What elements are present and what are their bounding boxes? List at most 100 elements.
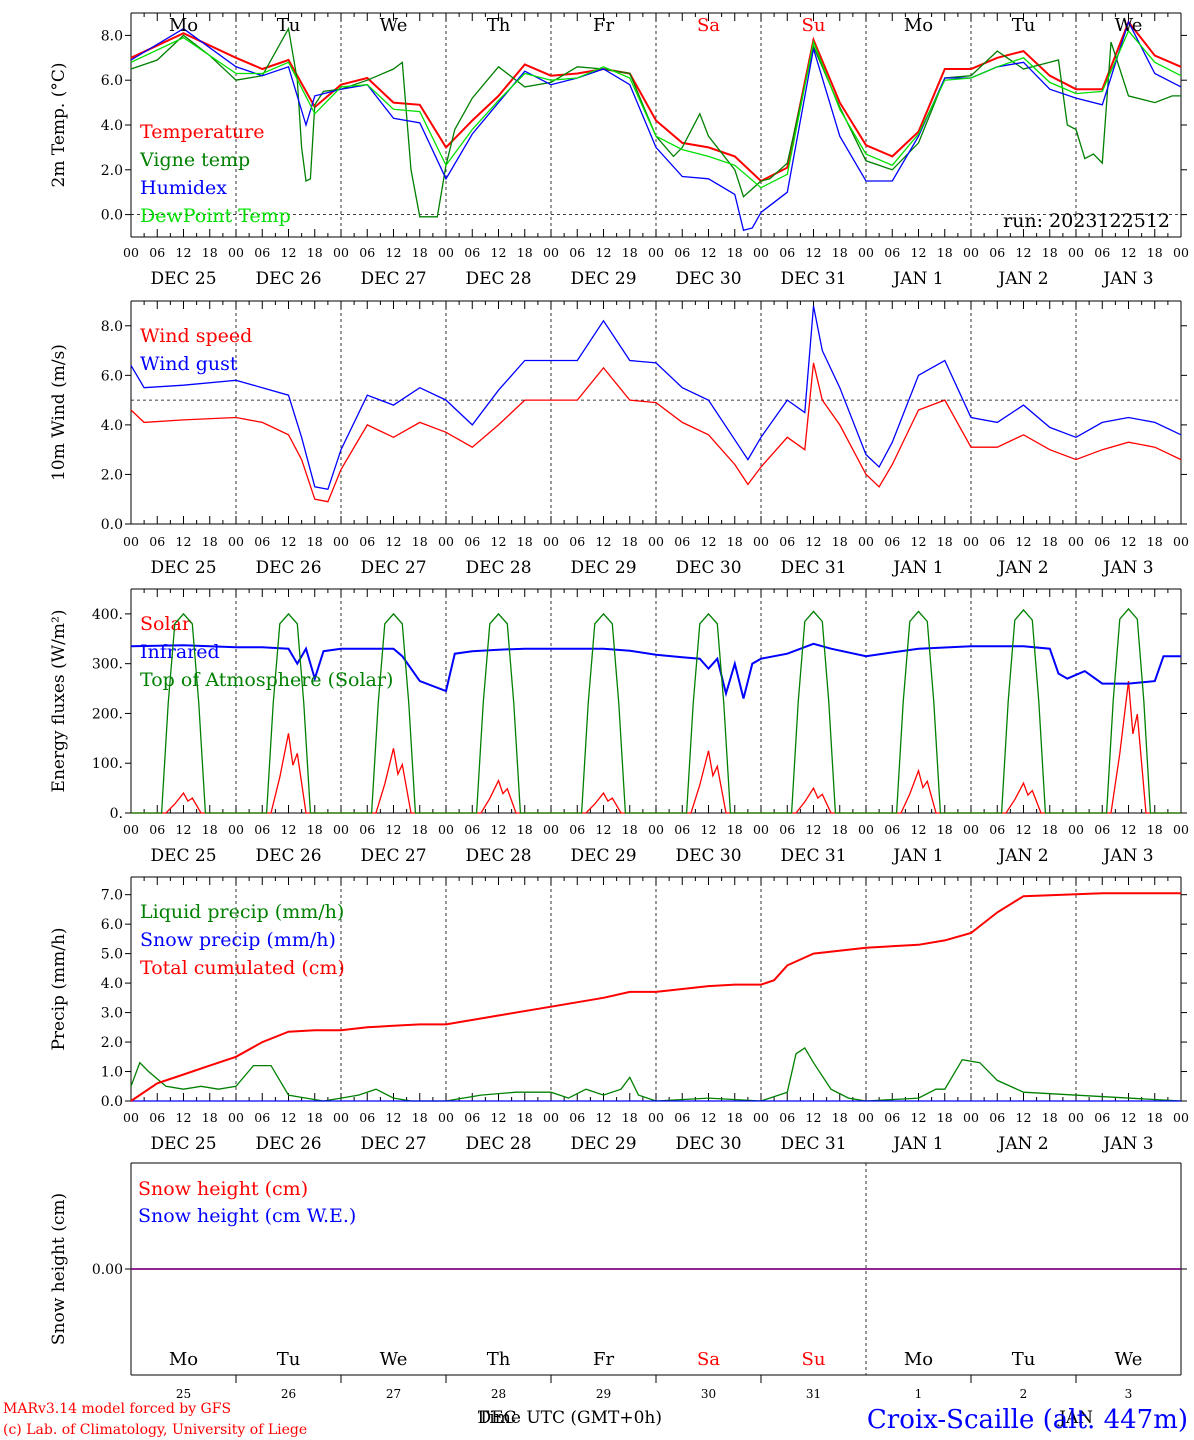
hour-label: 06: [989, 245, 1005, 260]
hour-label: 00: [333, 822, 349, 837]
legend-entry: Snow precip (mm/h): [140, 929, 336, 951]
hour-label: 00: [123, 822, 139, 837]
hour-label: 00: [1173, 245, 1189, 260]
hour-label: 06: [1094, 245, 1110, 260]
day-name: Tu: [1012, 1349, 1036, 1370]
legend-entry: Wind speed: [140, 325, 252, 347]
legend-entry: Snow height (cm W.E.): [138, 1205, 356, 1227]
hour-label: 06: [674, 245, 690, 260]
hour-label: 00: [858, 822, 874, 837]
hour-label: 00: [438, 1110, 454, 1125]
hour-label: 00: [1068, 822, 1084, 837]
hour-label: 06: [359, 1110, 375, 1125]
y-tick-label: 2.0: [101, 467, 123, 483]
series-liquid-precip-mm-h-: [130, 1046, 1182, 1102]
hour-label: 00: [858, 1110, 874, 1125]
hour-label: 12: [911, 534, 927, 549]
y-tick-label: 400.: [92, 607, 123, 623]
day-name: Th: [487, 1349, 511, 1370]
date-label: JAN 3: [1101, 269, 1153, 289]
hour-label: 12: [491, 245, 507, 260]
y-axis-title: Snow height (cm): [49, 1193, 69, 1345]
hour-label: 00: [123, 534, 139, 549]
day-number: 30: [701, 1387, 716, 1401]
legend-entry: Liquid precip (mm/h): [140, 901, 344, 923]
y-tick-label: 7.0: [101, 888, 123, 904]
date-label: JAN 2: [996, 846, 1048, 866]
date-label: DEC 26: [255, 846, 321, 866]
date-label: DEC 27: [360, 558, 426, 578]
hour-label: 00: [543, 822, 559, 837]
hour-label: 12: [806, 1110, 822, 1125]
hour-label: 12: [1121, 245, 1137, 260]
y-tick-label: 0.0: [101, 1094, 123, 1110]
hour-label: 12: [1016, 534, 1032, 549]
hour-label: 18: [307, 534, 323, 549]
hour-label: 12: [491, 1110, 507, 1125]
hour-label: 06: [254, 245, 270, 260]
legend-entry: Infrared: [140, 641, 220, 663]
hour-label: 12: [911, 822, 927, 837]
date-label: DEC 29: [570, 269, 636, 289]
hour-label: 18: [517, 534, 533, 549]
day-number: 25: [176, 1387, 191, 1401]
hour-label: 18: [622, 534, 638, 549]
hour-label: 00: [1068, 245, 1084, 260]
date-label: DEC 26: [255, 1134, 321, 1154]
hour-label: 00: [648, 245, 664, 260]
hour-label: 00: [648, 1110, 664, 1125]
hour-label: 12: [701, 245, 717, 260]
y-tick-label: 6.0: [101, 73, 123, 89]
hour-label: 18: [412, 1110, 428, 1125]
hour-label: 00: [123, 1110, 139, 1125]
hour-label: 12: [281, 822, 297, 837]
series-total-cumulated-cm-: [130, 892, 1181, 1102]
hour-label: 06: [884, 1110, 900, 1125]
hour-label: 06: [254, 1110, 270, 1125]
hour-label: 06: [359, 822, 375, 837]
series-top-of-atmosphere-solar-: [131, 607, 1181, 814]
date-label: JAN 2: [996, 269, 1048, 289]
hour-label: 12: [386, 1110, 402, 1125]
hour-label: 06: [1094, 1110, 1110, 1125]
hour-label: 00: [963, 1110, 979, 1125]
hour-label: 18: [307, 245, 323, 260]
date-label: DEC 30: [675, 269, 741, 289]
hour-label: 18: [1147, 245, 1163, 260]
hour-label: 12: [176, 534, 192, 549]
hour-label: 12: [386, 534, 402, 549]
snow-panel: 0.00 Snow height (cm) Snow height (cm) Snow…: [49, 1162, 1187, 1401]
hour-label: 12: [386, 245, 402, 260]
date-label: DEC 25: [150, 558, 216, 578]
hour-label: 12: [281, 245, 297, 260]
hour-label: 00: [858, 245, 874, 260]
hour-label: 00: [333, 534, 349, 549]
y-tick-label: 2.0: [101, 1035, 123, 1051]
month-overlay-2: JAN: [1057, 1408, 1093, 1428]
y-axis-title: Energy fluxes (W/m²): [49, 610, 69, 793]
day-number: 29: [596, 1387, 611, 1401]
date-label: JAN 2: [996, 558, 1048, 578]
day-name: We: [380, 15, 408, 36]
date-label: DEC 27: [360, 269, 426, 289]
hour-label: 00: [228, 822, 244, 837]
hour-label: 06: [569, 822, 585, 837]
y-tick-label: 8.0: [101, 319, 123, 335]
y-tick-label: 6.0: [101, 917, 123, 933]
hour-label: 12: [596, 1110, 612, 1125]
hour-label: 06: [674, 1110, 690, 1125]
hour-label: 18: [832, 245, 848, 260]
date-label: DEC 28: [465, 1134, 531, 1154]
hour-label: 18: [622, 822, 638, 837]
hour-label: 18: [307, 1110, 323, 1125]
wind-panel: 0.0 2.0 4.0 6.0 8.0 10m Wind (m/s) 00 06 12 18 00 0…: [49, 300, 1189, 578]
y-tick-label: 4.0: [101, 976, 123, 992]
hour-label: 00: [1173, 822, 1189, 837]
hour-label: 18: [202, 534, 218, 549]
hour-label: 00: [228, 245, 244, 260]
hour-label: 06: [569, 245, 585, 260]
hour-label: 12: [1016, 822, 1032, 837]
hour-label: 18: [727, 245, 743, 260]
hour-label: 12: [701, 1110, 717, 1125]
hour-label: 12: [596, 245, 612, 260]
